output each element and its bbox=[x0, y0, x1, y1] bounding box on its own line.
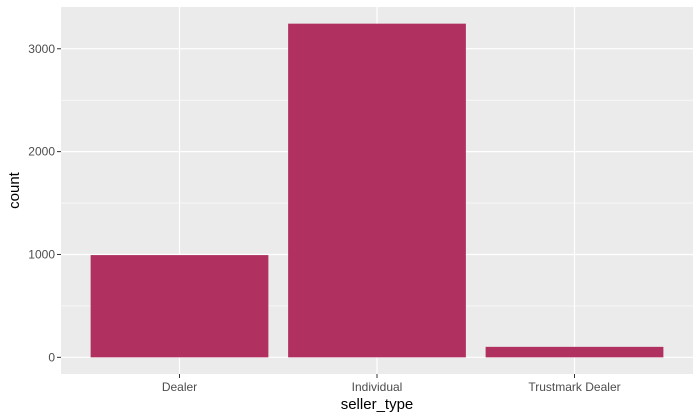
y-tick-label: 1000 bbox=[28, 247, 55, 261]
y-axis-title: count bbox=[6, 171, 23, 209]
x-tick-label: Trustmark Dealer bbox=[528, 380, 620, 394]
bar-trustmark-dealer bbox=[485, 346, 664, 358]
x-tick-label: Dealer bbox=[162, 380, 197, 394]
y-tick-label: 3000 bbox=[28, 42, 55, 56]
y-axis: 0 1000 2000 3000 bbox=[28, 42, 61, 364]
bar-individual bbox=[288, 23, 466, 358]
bar-dealer bbox=[90, 255, 269, 358]
bars bbox=[90, 23, 664, 358]
x-axis: Dealer Individual Trustmark Dealer bbox=[162, 374, 621, 394]
x-tick-label: Individual bbox=[352, 380, 403, 394]
y-tick-label: 0 bbox=[48, 350, 55, 364]
y-tick-label: 2000 bbox=[28, 145, 55, 159]
x-axis-title: seller_type bbox=[341, 396, 414, 413]
